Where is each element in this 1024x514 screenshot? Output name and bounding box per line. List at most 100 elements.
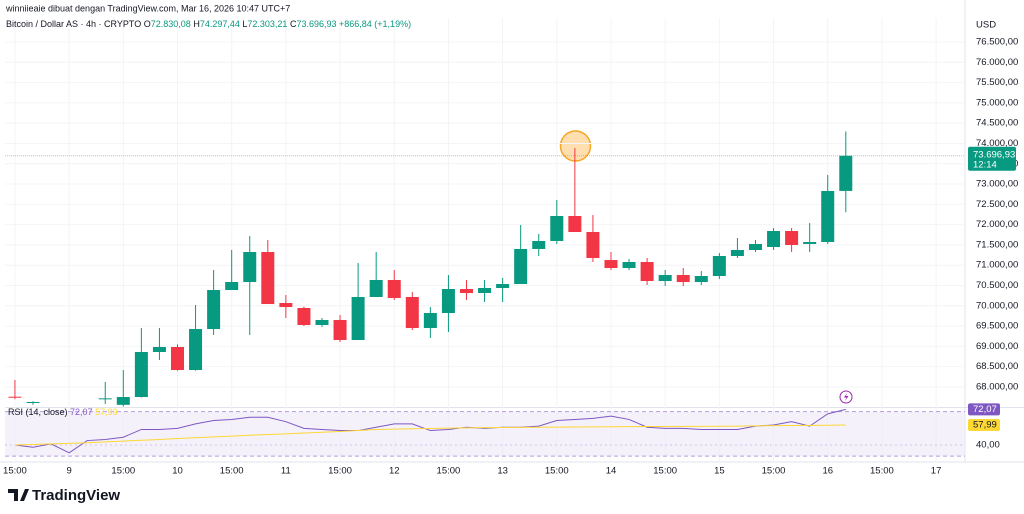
candle-body [532, 240, 546, 249]
x-tick-label: 15 [714, 466, 725, 477]
y-tick-label: 75.500,00 [976, 77, 1018, 88]
y-tick-label: 72.000,00 [976, 219, 1018, 230]
x-tick-label: 10 [172, 466, 183, 477]
legend-item: L [242, 19, 247, 29]
candle-body [152, 347, 166, 352]
attribution: winniieaie dibuat dengan TradingView.com… [5, 3, 290, 13]
candle-body [514, 248, 528, 285]
candle-body [803, 242, 817, 244]
candle-body [441, 289, 455, 313]
candle-body [261, 251, 275, 305]
candle-body [297, 307, 311, 326]
y-tick-label: 69.500,00 [976, 321, 1018, 332]
candle-body [423, 312, 437, 329]
candle-body [658, 274, 672, 282]
candle-body [189, 329, 203, 371]
candle-body [98, 398, 112, 400]
countdown: 12:14 [973, 159, 997, 170]
y-tick-label: 74.000,00 [976, 138, 1018, 149]
footer-logo: TradingView [8, 487, 120, 504]
last-price-box [968, 146, 1016, 171]
candles [8, 131, 853, 407]
y-tick-label: 68.500,00 [976, 361, 1018, 372]
legend-item: O [144, 19, 151, 29]
candle-body [712, 256, 726, 277]
x-tick-label: 15:00 [437, 466, 461, 477]
y-tick-label: 71.000,00 [976, 260, 1018, 271]
candle-body [369, 279, 383, 297]
candle-body [821, 190, 835, 243]
legend-item: H [193, 19, 200, 29]
y-tick-label: 76.000,00 [976, 57, 1018, 68]
legend-item: 74.297,44 [200, 19, 240, 29]
y-tick-label: 75.000,00 [976, 97, 1018, 108]
last-price-label: 73.696,93 [973, 149, 1015, 160]
candle-body [839, 155, 853, 191]
x-tick-label: 15:00 [762, 466, 786, 477]
candle-body [640, 262, 654, 282]
x-tick-label: 14 [606, 466, 617, 477]
currency: USD [976, 20, 996, 31]
candle-body [279, 303, 293, 308]
x-tick-label: 15:00 [328, 466, 352, 477]
legend-item: 72.830,08 [151, 19, 191, 29]
candle-body [604, 260, 618, 269]
y-tick-label: 69.000,00 [976, 341, 1018, 352]
candle-body [170, 347, 184, 371]
candle-body [550, 215, 564, 241]
candle-body [586, 232, 600, 258]
brand: TradingView [32, 487, 120, 504]
rsi-legend: RSI (14, close) 72,07 57,99 [8, 407, 118, 417]
y-tick-label: 70.000,00 [976, 300, 1018, 311]
x-tick-label: 12 [389, 466, 400, 477]
last-value-label: 57,99 [973, 420, 997, 431]
x-tick-label: 16 [822, 466, 833, 477]
candle-body [622, 262, 636, 269]
x-tick-label: 11 [281, 466, 291, 477]
candle-body [478, 287, 492, 294]
x-tick-label: 17 [931, 466, 942, 477]
legend-item: 73.696,93 [296, 19, 336, 29]
candle-body [767, 231, 781, 247]
lightning-icon [839, 390, 853, 404]
highlight-circle [559, 130, 592, 162]
rsi-band [5, 411, 965, 457]
x-tick-label: 15:00 [3, 466, 27, 477]
candle-body [568, 215, 582, 233]
last-value-box [968, 419, 1000, 432]
candle-body [459, 289, 473, 294]
x-tick-label: 9 [66, 466, 71, 477]
candle-body [676, 274, 690, 283]
legend-item: 72.303,21 [247, 19, 287, 29]
x-tick-label: 15:00 [111, 466, 135, 477]
rsi-line [14, 424, 846, 446]
legend-name: RSI (14, close) [8, 407, 68, 417]
x-tick-label: 13 [497, 466, 508, 477]
legend-value: 72,07 [70, 407, 93, 417]
candle-body [405, 296, 419, 329]
y-tick-label: 70.500,00 [976, 280, 1018, 291]
y-tick-label: 73.000,00 [976, 179, 1018, 190]
x-tick-label: 15:00 [870, 466, 894, 477]
candle-body [243, 251, 257, 283]
rsi-line [14, 408, 846, 454]
legend-item: C [290, 19, 297, 29]
legend-item: +866,84 (+1,19%) [339, 19, 411, 29]
candle-body [26, 401, 40, 403]
y-tick-label: 40,00 [976, 440, 1000, 451]
candle-body [207, 290, 221, 330]
legend-value: 57,99 [95, 407, 118, 417]
legend: Bitcoin / Dollar AS · 4h · CRYPTO O72.83… [6, 19, 411, 29]
x-tick-label: 15:00 [653, 466, 677, 477]
x-tick-label: 15:00 [220, 466, 244, 477]
y-tick-label: 74.500,00 [976, 118, 1018, 129]
y-tick-label: 72.500,00 [976, 199, 1018, 210]
candle-body [748, 243, 762, 250]
y-tick-label: 71.500,00 [976, 239, 1018, 250]
last-value-label: 72,07 [973, 404, 997, 415]
y-tick-label: 76.500,00 [976, 37, 1018, 48]
candle-body [225, 282, 239, 291]
y-tick-label: 68.000,00 [976, 381, 1018, 392]
candle-body [351, 296, 365, 341]
